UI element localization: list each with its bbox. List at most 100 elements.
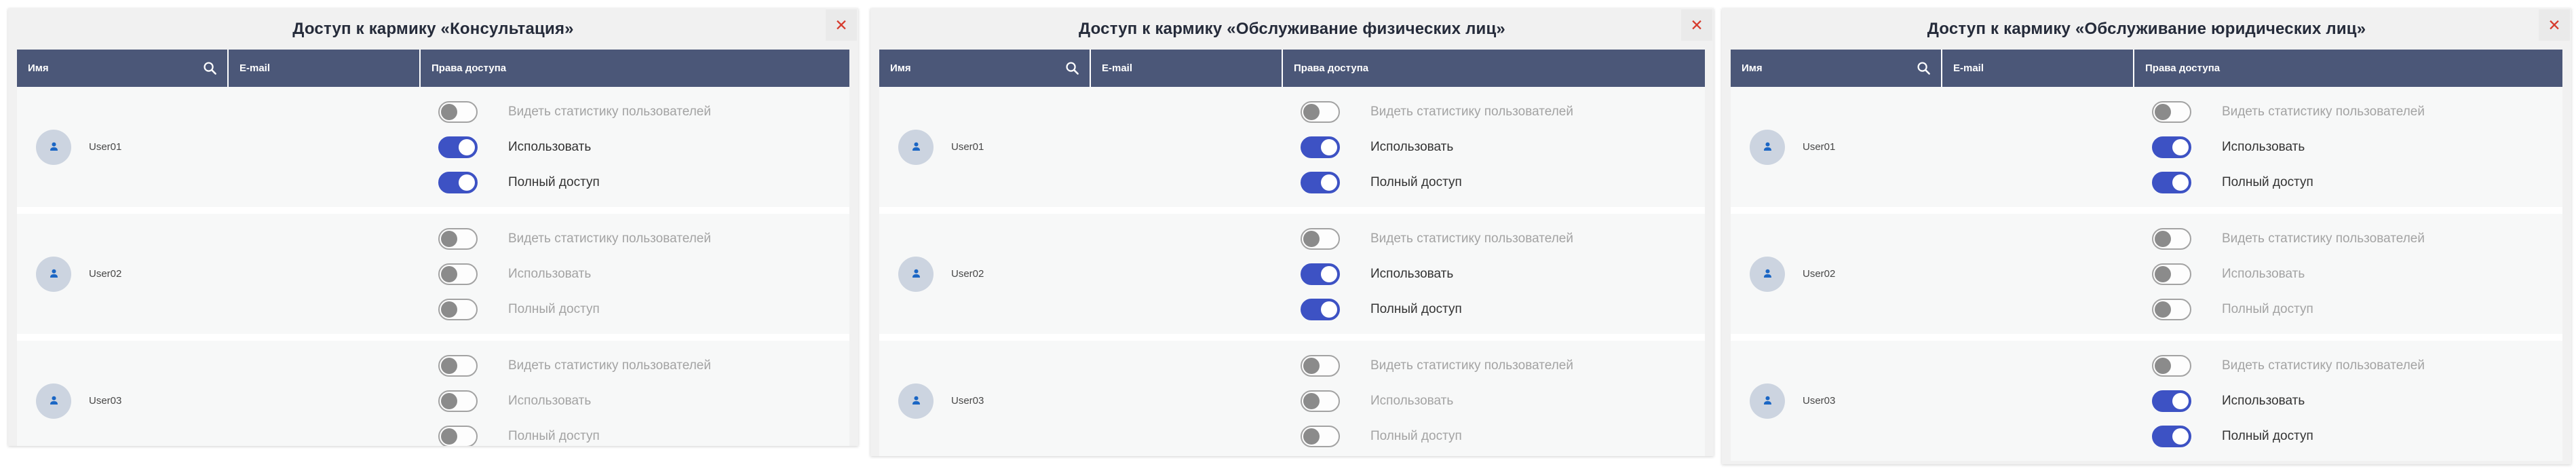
toggle-switch[interactable] (2152, 136, 2191, 158)
email-cell (1091, 341, 1284, 456)
toggle-knob (441, 301, 457, 318)
column-header-email: E-mail (1091, 50, 1283, 87)
access-table: Имя E-mail Права доступа (1731, 50, 2562, 461)
avatar (36, 256, 71, 292)
user-icon (1763, 269, 1771, 278)
search-icon[interactable] (1064, 60, 1080, 76)
toggle-switch[interactable] (438, 298, 478, 320)
permission-toggle-row: Использовать (1301, 263, 1705, 285)
toggle-label: Видеть статистику пользователей (508, 231, 711, 246)
toggle-knob (1321, 265, 1337, 282)
column-header-rights: Права доступа (1283, 50, 1705, 87)
toggle-switch[interactable] (438, 354, 478, 377)
rights-cell: Видеть статистику пользователей Использо… (422, 87, 849, 207)
table-row: User02 Видеть статистику пользователей И… (879, 214, 1705, 334)
close-icon: ✕ (834, 16, 848, 34)
email-cell (1091, 87, 1284, 207)
avatar (1750, 383, 1785, 419)
permission-toggle-row: Полный доступ (1301, 171, 1705, 193)
toggle-switch[interactable] (2152, 227, 2191, 250)
toggle-switch[interactable] (2152, 298, 2191, 320)
search-icon[interactable] (202, 60, 218, 76)
search-icon[interactable] (1916, 60, 1931, 76)
user-cell: User01 (1731, 87, 1942, 207)
avatar (1750, 129, 1785, 165)
permission-toggle-row: Использовать (2152, 390, 2562, 412)
toggle-switch[interactable] (438, 100, 478, 123)
toggle-switch[interactable] (1301, 171, 1340, 193)
toggle-switch[interactable] (1301, 100, 1340, 123)
user-name: User03 (89, 395, 122, 407)
toggle-switch[interactable] (2152, 171, 2191, 193)
toggle-switch[interactable] (2152, 354, 2191, 377)
toggle-switch[interactable] (2152, 100, 2191, 123)
toggle-knob (2172, 392, 2189, 409)
toggle-knob (2155, 301, 2171, 318)
toggle-knob (441, 265, 457, 282)
user-name: User03 (1803, 395, 1836, 407)
modal-title: Доступ к кармику «Обслуживание юридическ… (1927, 20, 2366, 38)
toggle-label: Использовать (2222, 266, 2305, 281)
avatar (1750, 256, 1785, 292)
toggle-switch[interactable] (438, 227, 478, 250)
toggle-switch[interactable] (2152, 390, 2191, 412)
user-icon (1763, 396, 1771, 405)
toggle-knob (2155, 230, 2171, 247)
toggle-switch[interactable] (438, 390, 478, 412)
toggle-knob (441, 392, 457, 409)
close-button[interactable]: ✕ (1681, 10, 1712, 41)
toggle-switch[interactable] (438, 263, 478, 285)
column-name-label: Имя (28, 62, 49, 74)
access-modal: Доступ к кармику «Консультация» ✕ Имя E-… (8, 8, 858, 446)
user-icon (50, 396, 58, 405)
rights-cell: Видеть статистику пользователей Использо… (422, 341, 849, 446)
toggle-switch[interactable] (2152, 263, 2191, 285)
access-table: Имя E-mail Права доступа (879, 50, 1705, 456)
toggle-switch[interactable] (1301, 227, 1340, 250)
toggle-switch[interactable] (1301, 390, 1340, 412)
user-name: User01 (951, 141, 984, 153)
close-icon: ✕ (1690, 16, 1704, 34)
column-rights-label: Права доступа (1294, 62, 1369, 74)
rights-cell: Видеть статистику пользователей Использо… (2136, 341, 2562, 461)
toggle-switch[interactable] (438, 136, 478, 158)
avatar (898, 383, 934, 419)
permission-toggle-row: Видеть статистику пользователей (1301, 100, 1705, 123)
email-cell (229, 214, 422, 334)
toggle-label: Использовать (1370, 393, 1454, 408)
permission-toggle-row: Полный доступ (2152, 171, 2562, 193)
table-body: User01 Видеть статистику пользователей И… (1731, 87, 2562, 461)
close-button[interactable]: ✕ (2539, 10, 2570, 41)
column-header-name: Имя (1731, 50, 1942, 87)
user-icon (50, 142, 58, 151)
toggle-switch[interactable] (438, 171, 478, 193)
permission-toggle-row: Полный доступ (438, 298, 849, 320)
toggle-knob (1303, 103, 1320, 120)
table-row: User02 Видеть статистику пользователей И… (1731, 214, 2562, 334)
table-body: User01 Видеть статистику пользователей И… (17, 87, 849, 446)
toggle-label: Видеть статистику пользователей (1370, 231, 1573, 246)
toggle-switch[interactable] (1301, 136, 1340, 158)
toggle-switch[interactable] (1301, 298, 1340, 320)
permission-toggle-row: Использовать (1301, 136, 1705, 158)
permission-toggle-row: Видеть статистику пользователей (2152, 100, 2562, 123)
modal-title: Доступ к кармику «Обслуживание физически… (1079, 20, 1505, 38)
toggle-label: Полный доступ (508, 174, 600, 189)
toggle-switch[interactable] (1301, 354, 1340, 377)
permission-toggle-row: Видеть статистику пользователей (438, 100, 849, 123)
close-button[interactable]: ✕ (826, 10, 857, 41)
toggle-switch[interactable] (1301, 425, 1340, 447)
toggle-switch[interactable] (1301, 263, 1340, 285)
avatar (36, 383, 71, 419)
user-cell: User02 (879, 214, 1091, 334)
column-email-label: E-mail (1102, 62, 1133, 74)
toggle-switch[interactable] (2152, 425, 2191, 447)
table-row: User01 Видеть статистику пользователей И… (17, 87, 849, 207)
toggle-label: Видеть статистику пользователей (508, 104, 711, 119)
permission-toggle-row: Полный доступ (2152, 298, 2562, 320)
column-name-label: Имя (1742, 62, 1763, 74)
permission-toggle-row: Полный доступ (1301, 298, 1705, 320)
email-cell (229, 341, 422, 446)
user-cell: User01 (17, 87, 229, 207)
toggle-switch[interactable] (438, 425, 478, 446)
